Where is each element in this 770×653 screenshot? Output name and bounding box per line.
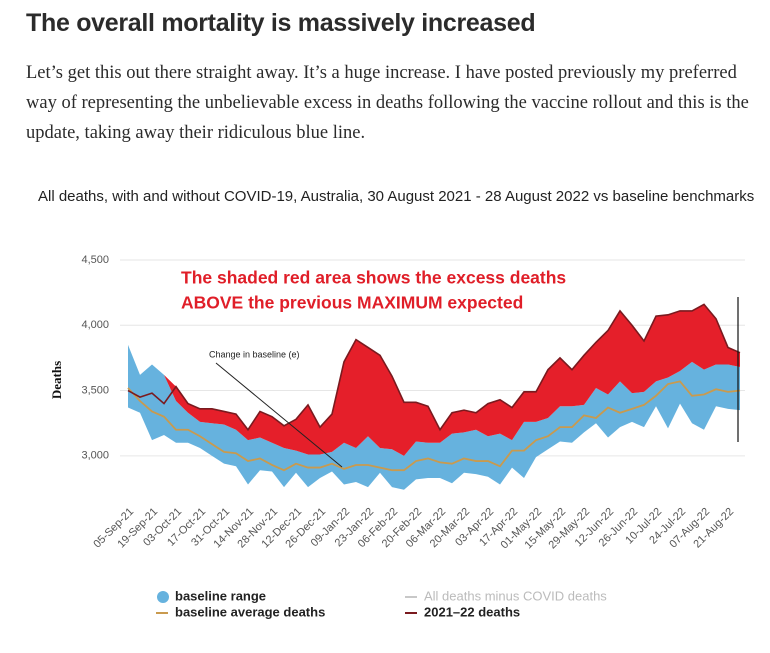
legend-swatch: [157, 591, 169, 603]
annotation-leader: [215, 362, 343, 468]
y-tick-label: 3,500: [81, 384, 109, 396]
legend-label: baseline average deaths: [175, 604, 325, 619]
annotation: The shaded red area shows the excess dea…: [181, 268, 566, 288]
y-tick-label: 3,000: [81, 450, 109, 462]
heading: The overall mortality is massively incre…: [26, 9, 536, 37]
excess-area: [128, 304, 740, 456]
annotation: ABOVE the previous MAXIMUM expected: [181, 293, 523, 313]
deaths-line: [127, 303, 741, 432]
y-tick-label: 4,000: [81, 319, 109, 331]
legend-label: All deaths minus COVID deaths: [424, 588, 607, 603]
legend-label: 2021–22 deaths: [424, 604, 520, 619]
baseline-average-line: [127, 380, 741, 472]
y-axis-label: Deaths: [49, 361, 64, 399]
baseline-range-area: [128, 344, 740, 490]
annotation: Change in baseline (e): [209, 349, 300, 359]
paragraph: Let’s get this out there straight away. …: [26, 63, 749, 143]
y-tick-label: 4,500: [81, 254, 109, 266]
legend-label: baseline range: [175, 588, 266, 603]
chart-title: All deaths, with and without COVID-19, A…: [38, 188, 755, 205]
